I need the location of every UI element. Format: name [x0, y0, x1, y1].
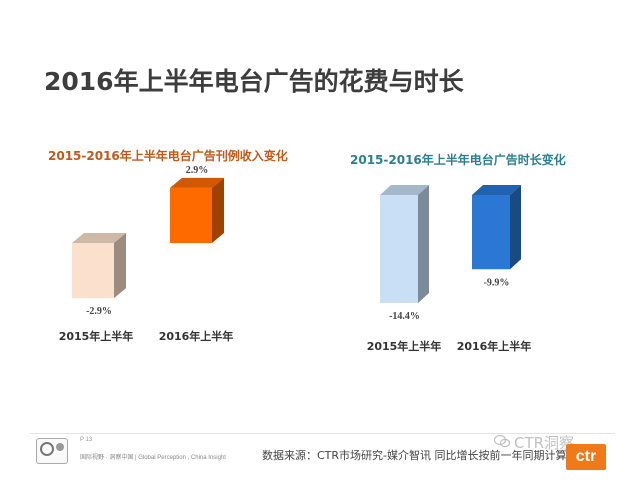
data-label-0-0: -2.9%: [86, 306, 112, 317]
data-label-0-1: 2.9%: [186, 165, 209, 176]
wechat-icon: [494, 434, 510, 448]
watermark-text: CTR洞察: [514, 434, 575, 452]
bar-0-1: [170, 177, 224, 243]
chart-title-revenue: 2015-2016年上半年电台广告刊例收入变化: [48, 149, 288, 163]
creative-commons-logo: [36, 438, 68, 464]
chart-title-duration: 2015-2016年上半年电台广告时长变化: [350, 153, 566, 167]
page-number: P 13: [80, 437, 93, 443]
bar-0-0: [72, 233, 126, 299]
category-label-1-0: 2015年上半年: [367, 339, 442, 353]
category-label-1-1: 2016年上半年: [457, 339, 532, 353]
page-title: 2016年上半年电台广告的花费与时长: [44, 67, 464, 96]
bar-1-0: [380, 185, 429, 303]
bar-1-1: [472, 185, 521, 270]
category-label-0-0: 2015年上半年: [59, 329, 134, 343]
data-source-note: 数据来源：CTR市场研究-媒介智讯 同比增长按前一年同期计算: [262, 449, 567, 462]
data-label-1-0: -14.4%: [389, 311, 420, 322]
category-label-0-1: 2016年上半年: [159, 329, 234, 343]
footer-divider: [30, 433, 615, 434]
ctr-logo: ctr: [566, 444, 606, 470]
data-label-1-1: -9.9%: [484, 277, 510, 288]
footer-slogan: 国际视野 · 洞察中国 | Global Perception , China …: [80, 455, 226, 461]
